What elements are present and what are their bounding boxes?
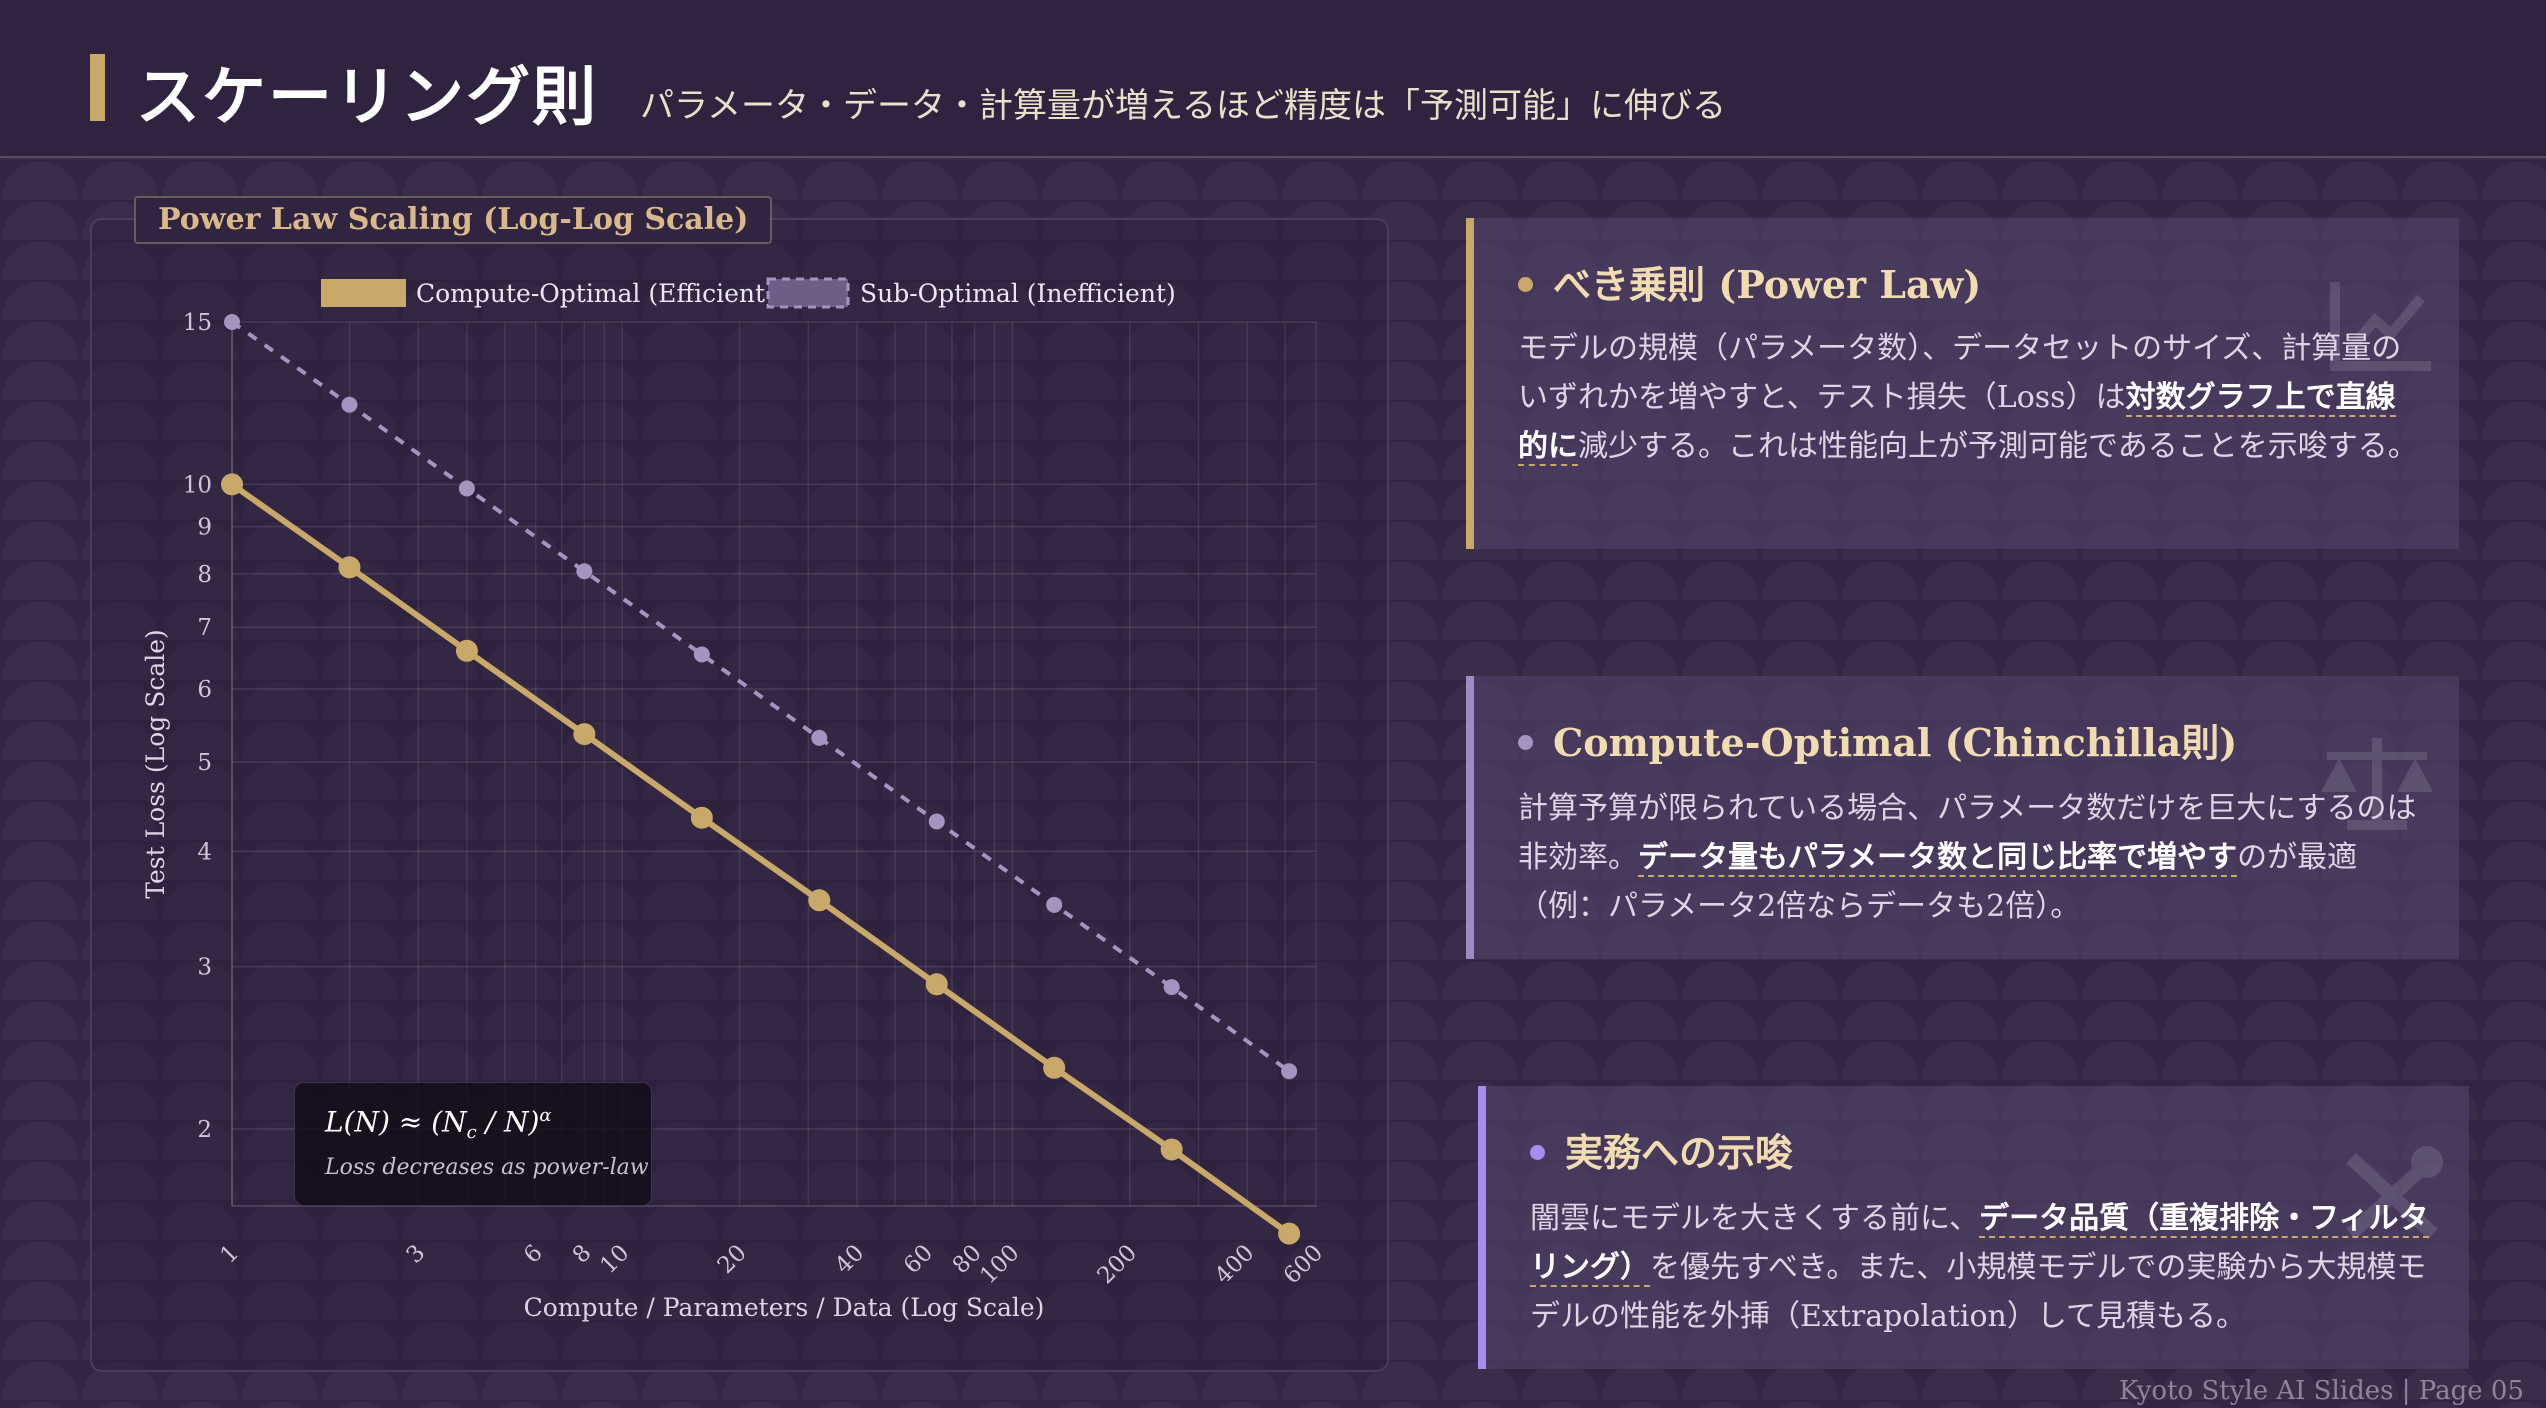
x-tick-label: 400 [1210,1240,1259,1289]
data-point-1 [341,396,358,413]
x-tick-label: 60 [899,1240,938,1279]
x-axis-title: Compute / Parameters / Data (Log Scale) [524,1293,1045,1322]
data-point-0 [338,556,361,579]
data-point-1 [458,480,475,497]
footer-page-label: Kyoto Style AI Slides | Page 05 [2118,1376,2524,1406]
y-tick-label: 5 [197,750,212,776]
card-body: 闇雲にモデルを大きくする前に、データ品質（重複排除・フィルタリング）を優先すべき… [1530,1201,2429,1334]
data-point-1 [1046,896,1063,913]
highlight-text: 対数グラフ上で直線的に [1518,380,2396,466]
balance-scale-icon [2321,738,2433,830]
data-point-0 [808,889,831,912]
data-point-0 [925,973,948,996]
y-axis-title: Test Loss (Log Scale) [141,629,170,899]
y-tick-label: 7 [197,615,212,641]
x-tick-label: 8 [568,1240,597,1269]
bullet-dot [1518,277,1533,292]
formula-caption: Loss decreases as power-law [325,1155,649,1180]
data-point-0 [690,806,713,829]
legend-label-efficient: Compute-Optimal (Efficient) [416,279,775,308]
slide-header: スケーリング則 パラメータ・データ・計算量が増えるほど精度は「予測可能」に伸びる [0,0,2546,158]
data-point-1 [224,314,240,330]
data-point-1 [693,646,710,663]
card-body: 計算予算が限られている場合、パラメータ数だけを巨大にするのは非効率。データ量もパ… [1518,791,2417,924]
highlight-text: データ量もパラメータ数と同じ比率で増やす [1638,840,2238,877]
bullet-dot [1518,735,1533,750]
data-point-0 [1160,1138,1183,1161]
data-point-1 [576,563,593,580]
y-tick-label: 3 [197,955,212,981]
y-tick-label: 6 [197,677,212,703]
chart-line-icon [2330,282,2431,371]
data-point-0 [221,473,243,496]
card-body: モデルの規模（パラメータ数）、データセットのサイズ、計算量のいずれかを増やすと、… [1518,331,2418,466]
series-line-0 [230,481,1291,1237]
y-tick-label: 15 [183,310,212,336]
data-point-0 [573,723,596,746]
series-line-1 [230,320,1291,1073]
data-point-1 [1281,1063,1298,1080]
chart-panel-tag: Power Law Scaling (Log-Log Scale) [134,196,773,244]
x-tick-label: 10 [595,1240,634,1279]
page-title: スケーリング則 [136,60,598,135]
legend-swatch-suboptimal [766,277,850,309]
bullet-dot [1530,1145,1545,1160]
highlight-text: データ品質（重複排除・フィルタリング） [1530,1201,2429,1287]
legend-swatch-efficient [321,279,406,307]
card-heading: Compute-Optimal (Chinchilla則) [1518,712,2237,767]
x-tick-label: 600 [1279,1240,1328,1289]
y-tick-label: 2 [197,1117,212,1143]
x-tick-label: 1 [216,1240,245,1269]
y-tick-label: 10 [183,472,212,498]
power-law-formula: L(N) ≈ (Nc / N)α [325,1105,552,1143]
title-accent-bar [90,54,105,121]
formula-box: L(N) ≈ (Nc / N)α Loss decreases as power… [294,1082,652,1206]
x-tick-label: 20 [713,1240,752,1279]
page-subtitle: パラメータ・データ・計算量が増えるほど精度は「予測可能」に伸びる [640,86,1726,126]
data-point-1 [1163,979,1180,996]
data-point-1 [811,729,828,746]
card-power-law: べき乗則 (Power Law) モデルの規模（パラメータ数）、データセットのサ… [1466,218,2459,549]
x-tick-label: 6 [519,1240,548,1269]
data-point-0 [455,639,478,662]
data-point-0 [1278,1222,1301,1245]
card-heading: べき乗則 (Power Law) [1518,254,1981,309]
data-point-0 [1043,1056,1066,1079]
x-tick-label: 40 [830,1240,869,1279]
y-tick-label: 8 [197,562,212,588]
tools-icon [2346,1146,2443,1240]
y-tick-label: 4 [197,839,212,865]
legend-label-suboptimal: Sub-Optimal (Inefficient) [860,279,1176,308]
x-tick-label: 100 [975,1240,1024,1289]
data-point-1 [928,813,945,830]
card-compute-optimal: Compute-Optimal (Chinchilla則) 計算予算が限られてい… [1466,676,2459,959]
card-heading: 実務への示唆 [1530,1122,1793,1177]
x-tick-label: 200 [1093,1240,1142,1289]
card-practical-implications: 実務への示唆 闇雲にモデルを大きくする前に、データ品質（重複排除・フィルタリング… [1478,1086,2469,1369]
y-tick-label: 9 [197,515,212,541]
x-tick-label: 3 [402,1240,431,1269]
